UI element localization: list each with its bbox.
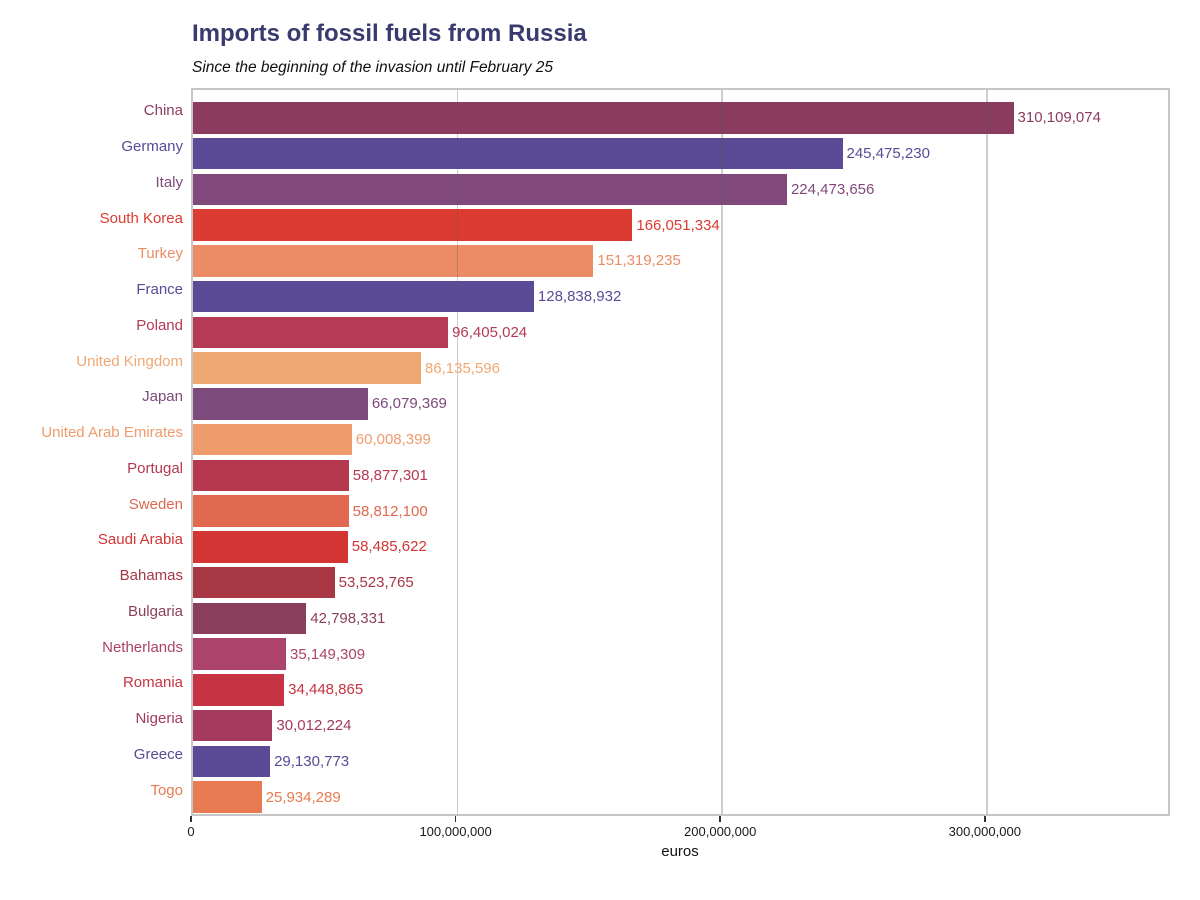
bar-bulgaria — [193, 602, 307, 635]
bar-south-korea — [193, 209, 633, 241]
bar-italy — [193, 173, 787, 206]
chart-title: Imports of fossil fuels from Russia — [192, 20, 587, 47]
bar-china — [193, 102, 1014, 134]
y-axis-labels: China Germany Italy South Korea Turkey France… — [0, 88, 183, 816]
value-label-south-korea: 166,051,334 — [636, 216, 720, 234]
value-label-nigeria: 30,012,224 — [276, 717, 352, 735]
bar-row-japan: 66,079,369 — [193, 386, 1168, 422]
x-axis-tick-label: 100,000,000 — [419, 824, 492, 839]
y-label-poland: Poland — [136, 316, 183, 334]
grid-line — [721, 90, 723, 814]
y-label-south-korea: South Korea — [99, 209, 183, 227]
bar-row-nigeria: 30,012,224 — [193, 708, 1168, 744]
y-label-bulgaria: Bulgaria — [127, 602, 183, 620]
bar-row-saudi-arabia: 58,485,622 — [193, 529, 1168, 565]
y-label-sweden: Sweden — [128, 495, 183, 513]
x-axis-tick — [190, 816, 192, 822]
y-label-turkey: Turkey — [137, 245, 183, 263]
bars-layer: 310,109,074 245,475,230 224,473,656 166,051… — [193, 95, 1168, 813]
bar-row-france: 128,838,932 — [193, 279, 1168, 315]
value-label-romania: 34,448,865 — [288, 681, 364, 699]
bar-japan — [193, 388, 368, 420]
y-label-netherlands: Netherlands — [102, 638, 183, 656]
bar-row-netherlands: 35,149,309 — [193, 636, 1168, 672]
bar-sweden — [193, 495, 349, 527]
y-label-italy: Italy — [155, 173, 183, 191]
bar-row-turkey: 151,319,235 — [193, 243, 1168, 279]
value-label-poland: 96,405,024 — [452, 323, 528, 341]
value-label-united-kingdom: 86,135,596 — [424, 359, 500, 377]
y-label-portugal: Portugal — [127, 459, 183, 477]
y-label-china: China — [143, 102, 183, 120]
value-label-bulgaria: 42,798,331 — [310, 609, 386, 627]
bar-poland — [193, 316, 449, 349]
y-label-saudi-arabia: Saudi Arabia — [97, 531, 183, 549]
y-label-united-kingdom: United Kingdom — [76, 352, 183, 370]
chart-subtitle: Since the beginning of the invasion unti… — [192, 59, 554, 76]
y-label-japan: Japan — [142, 388, 183, 406]
value-label-greece: 29,130,773 — [274, 752, 350, 770]
bar-turkey — [193, 245, 594, 277]
bar-row-sweden: 58,812,100 — [193, 493, 1168, 529]
bar-united-arab-emirates — [193, 423, 352, 456]
bar-germany — [193, 137, 843, 170]
bar-row-bulgaria: 42,798,331 — [193, 601, 1168, 637]
bar-row-germany: 245,475,230 — [193, 136, 1168, 172]
bar-greece — [193, 745, 271, 778]
value-label-portugal: 58,877,301 — [352, 466, 428, 484]
y-label-togo: Togo — [150, 781, 183, 799]
value-label-japan: 66,079,369 — [371, 395, 447, 413]
y-label-romania: Romania — [122, 674, 183, 692]
bar-row-bahamas: 53,523,765 — [193, 565, 1168, 601]
bar-bahamas — [193, 566, 335, 599]
value-label-togo: 25,934,289 — [265, 788, 341, 806]
bar-row-romania: 34,448,865 — [193, 672, 1168, 708]
bar-row-greece: 29,130,773 — [193, 744, 1168, 780]
x-axis-tick-label: 200,000,000 — [684, 824, 757, 839]
bar-row-italy: 224,473,656 — [193, 172, 1168, 208]
value-label-italy: 224,473,656 — [790, 180, 875, 198]
y-label-united-arab-emirates: United Arab Emirates — [41, 424, 183, 442]
value-label-bahamas: 53,523,765 — [338, 574, 414, 592]
x-axis-tick — [719, 816, 721, 822]
plot-area: 310,109,074 245,475,230 224,473,656 166,051… — [191, 88, 1170, 816]
value-label-united-arab-emirates: 60,008,399 — [355, 431, 431, 449]
value-label-sweden: 58,812,100 — [352, 502, 428, 520]
bar-row-south-korea: 166,051,334 — [193, 207, 1168, 243]
value-label-germany: 245,475,230 — [846, 145, 930, 163]
y-label-germany: Germany — [121, 138, 183, 156]
x-axis-tick — [984, 816, 986, 822]
bar-united-kingdom — [193, 352, 421, 384]
y-label-bahamas: Bahamas — [119, 567, 183, 585]
value-label-china: 310,109,074 — [1017, 109, 1101, 127]
bar-saudi-arabia — [193, 531, 348, 563]
y-label-france: France — [136, 281, 183, 299]
bar-netherlands — [193, 638, 286, 670]
value-label-turkey: 151,319,235 — [597, 252, 681, 270]
bar-row-portugal: 58,877,301 — [193, 458, 1168, 494]
x-axis-tick-label: 0 — [187, 824, 195, 839]
bar-row-poland: 96,405,024 — [193, 315, 1168, 351]
grid-line — [986, 90, 988, 814]
bar-nigeria — [193, 709, 273, 742]
x-axis-title: euros — [661, 843, 699, 860]
bar-romania — [193, 674, 285, 706]
value-label-netherlands: 35,149,309 — [290, 645, 366, 663]
bar-row-united-arab-emirates: 60,008,399 — [193, 422, 1168, 458]
bar-row-togo: 25,934,289 — [193, 779, 1168, 815]
value-label-france: 128,838,932 — [537, 288, 622, 306]
bar-portugal — [193, 459, 349, 492]
bar-france — [193, 280, 534, 313]
value-label-saudi-arabia: 58,485,622 — [351, 538, 427, 556]
y-label-nigeria: Nigeria — [135, 710, 183, 728]
bar-row-united-kingdom: 86,135,596 — [193, 350, 1168, 386]
bar-togo — [193, 781, 262, 813]
bar-row-china: 310,109,074 — [193, 100, 1168, 136]
x-axis-tick-label: 300,000,000 — [948, 824, 1021, 839]
y-label-greece: Greece — [133, 745, 183, 763]
grid-line — [456, 90, 459, 814]
x-axis-tick — [454, 816, 457, 822]
